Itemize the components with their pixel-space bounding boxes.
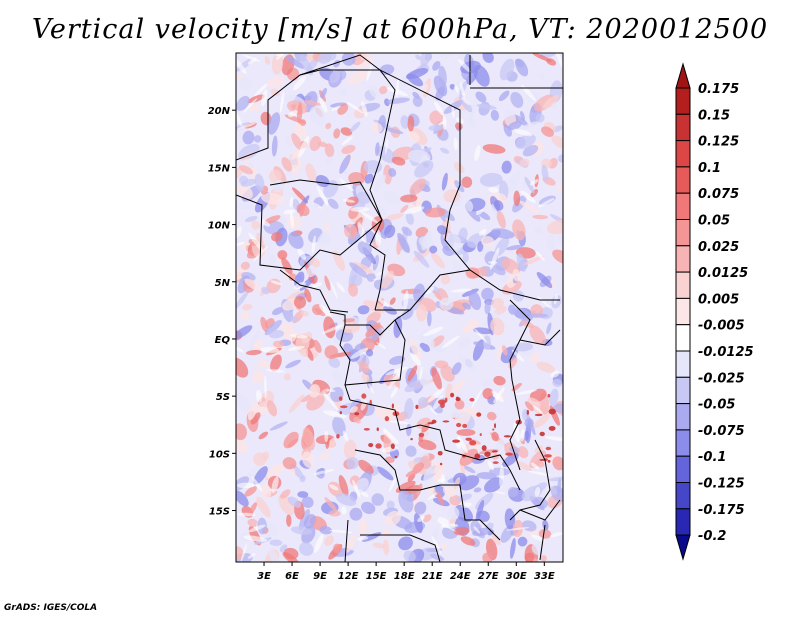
latitude-axis: 20N 15N 10N 5N EQ 5S 10S 15S — [208, 106, 236, 518]
colorbar-label: -0.025 — [698, 371, 745, 386]
lon-tick-label: 3E — [257, 571, 271, 582]
border-line — [354, 449, 501, 541]
colorbar-top-arrow — [675, 62, 691, 89]
country-borders — [236, 54, 563, 562]
colorbar-label: -0.175 — [698, 503, 745, 518]
border-line — [519, 499, 561, 521]
lat-tick-label: 20N — [208, 106, 231, 117]
colorbar-swatch — [675, 482, 691, 510]
lon-tick-label: 18E — [394, 571, 415, 582]
lon-tick-label: 21E — [422, 571, 443, 582]
colorbar-label: 0.075 — [698, 187, 739, 202]
colorbar-swatch — [675, 403, 691, 431]
longitude-axis: 3E 6E 9E 12E 15E 18E 21E 24E 27E 30E 33E — [257, 562, 555, 582]
border-line — [509, 299, 531, 471]
lat-tick-label: EQ — [215, 335, 231, 346]
colorbar-bottom-arrow — [675, 534, 691, 561]
border-line — [509, 439, 551, 521]
colorbar-swatch — [675, 455, 691, 484]
colorbar-label: -0.075 — [698, 424, 745, 439]
colorbar-swatch — [675, 324, 691, 352]
colorbar-label: 0.125 — [698, 135, 739, 150]
colorbar-label: -0.125 — [698, 477, 745, 492]
colorbar-label: 0.025 — [698, 240, 739, 255]
colorbar-label: -0.005 — [698, 319, 745, 334]
colorbar-swatch — [675, 166, 691, 194]
lon-tick-label: 33E — [534, 571, 555, 582]
colorbar-label: -0.0125 — [698, 345, 754, 360]
colorbar-swatch — [675, 219, 691, 247]
lon-tick-label: 9E — [313, 571, 327, 582]
lat-tick-label: 10N — [208, 221, 231, 232]
colorbar-swatch — [675, 140, 691, 168]
colorbar-swatch — [675, 350, 691, 378]
border-line — [519, 329, 561, 346]
colorbar-label: 0.1 — [698, 161, 721, 176]
colorbar-swatch — [675, 245, 691, 273]
colorbar-swatch — [675, 271, 691, 299]
lon-tick-label: 12E — [338, 571, 359, 582]
colorbar-label: 0.0125 — [698, 266, 748, 281]
colorbar-label: 0.05 — [698, 214, 730, 229]
border-line — [375, 269, 471, 311]
border-line — [360, 534, 441, 562]
colorbar-label: 0.15 — [698, 108, 730, 123]
border-line — [539, 524, 546, 561]
border-line — [339, 324, 351, 386]
border-line — [279, 269, 349, 313]
colorbar-label: -0.05 — [698, 398, 735, 413]
colorbar-swatch — [675, 192, 691, 220]
lon-tick-label: 27E — [478, 571, 499, 582]
colorbar-swatch — [675, 376, 691, 405]
colorbar-swatch — [675, 113, 691, 142]
border-line — [299, 54, 381, 76]
colorbar-label: 0.175 — [698, 82, 739, 97]
border-line — [369, 69, 396, 221]
lon-tick-label: 6E — [285, 571, 299, 582]
colorbar-swatch — [675, 297, 691, 326]
lon-tick-label: 15E — [366, 571, 387, 582]
colorbar-label: -0.1 — [698, 450, 726, 465]
lon-tick-label: 30E — [506, 571, 527, 582]
colorbar-swatch — [675, 508, 691, 536]
colorbar-swatch — [675, 87, 691, 115]
colorbar-label: 0.005 — [698, 292, 739, 307]
border-line — [349, 399, 521, 491]
lon-tick-label: 24E — [450, 571, 471, 582]
page-title: Vertical velocity [m/s] at 600hPa, VT: 2… — [31, 14, 769, 45]
lat-tick-label: 15N — [208, 163, 231, 174]
border-line — [344, 319, 406, 401]
lat-tick-label: 5S — [216, 392, 230, 403]
colorbar-swatch — [675, 429, 691, 457]
lat-tick-label: 10S — [209, 449, 230, 460]
footer-credit: GrADS: IGES/COLA — [4, 603, 98, 613]
lat-tick-label: 15S — [209, 507, 230, 518]
border-line — [236, 194, 383, 271]
colorbar-label: -0.2 — [698, 529, 726, 544]
plot-frame — [235, 52, 564, 563]
colorbar: 0.175 0.15 0.125 0.1 0.075 0.05 0.025 0.0125 0.0… — [675, 62, 754, 561]
border-line — [344, 519, 349, 562]
velocity-field — [236, 53, 563, 562]
lat-tick-label: 5N — [215, 278, 231, 289]
border-line — [236, 69, 560, 301]
